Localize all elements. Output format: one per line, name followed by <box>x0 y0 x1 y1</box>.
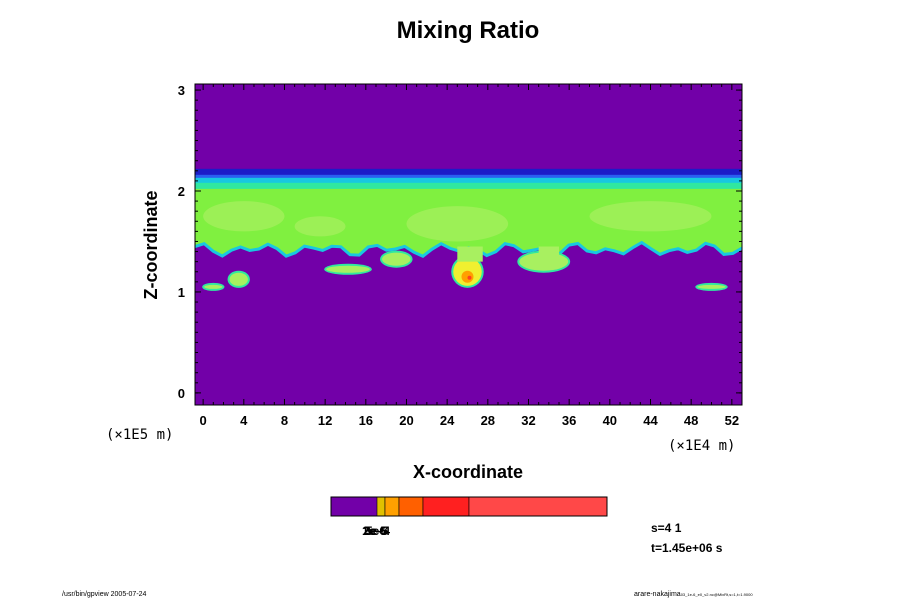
x-tick-label: 0 <box>200 413 207 428</box>
x-tick-label: 36 <box>562 413 576 428</box>
colorbar-frame <box>330 496 608 517</box>
y-tick-label: 0 <box>178 386 185 401</box>
colorbar-labels: 1e-62e-53e-55e-4 <box>362 524 390 538</box>
field-blob <box>229 272 248 286</box>
colorbar-label: 1e-6 <box>362 524 386 538</box>
colorbar <box>330 496 608 517</box>
colorbar-label: 5e-4 <box>366 524 390 538</box>
x-tick-label: 44 <box>643 413 658 428</box>
mixing-ratio-field <box>195 168 742 291</box>
layer-top-dark <box>195 168 742 177</box>
colorbar-swatch <box>384 496 400 517</box>
colorbar-swatch <box>468 496 608 517</box>
y-axis-unit: (×1E5 m) <box>106 427 173 443</box>
chart-title: Mixing Ratio <box>397 17 540 44</box>
plume-stem <box>538 246 559 259</box>
plot-frame <box>194 83 743 406</box>
info-t: t=1.45e+06 s <box>651 541 723 555</box>
x-tick-label: 4 <box>240 413 248 428</box>
colorbar-swatch <box>376 496 386 517</box>
colorbar-label: 2e-5 <box>363 524 387 538</box>
footer-left: /usr/bin/gpview 2005-07-24 <box>62 591 147 598</box>
x-axis-unit: (×1E4 m) <box>668 438 735 454</box>
x-tick-label: 8 <box>281 413 288 428</box>
colorbar-swatch <box>331 497 377 516</box>
footer-right-small: 03_1e-6_e0_v2.nc@MixRt,s=1,t=1.9000 <box>681 592 754 597</box>
field-blob <box>697 284 726 289</box>
field-blob <box>326 265 370 273</box>
layer-patch <box>589 201 712 232</box>
footer-right-main: arare-nakajima <box>634 591 681 598</box>
y-axis-label: Z-coordinate <box>141 190 161 299</box>
x-tick-label: 24 <box>440 413 455 428</box>
x-tick-label: 20 <box>399 413 413 428</box>
field-blob <box>204 284 223 289</box>
layer-top-teal <box>195 182 742 191</box>
plume-stem <box>457 246 483 262</box>
y-tick-label: 1 <box>178 285 185 300</box>
layer-patch <box>294 216 346 237</box>
layer-top-blue <box>195 174 742 179</box>
y-tick-label: 3 <box>178 83 185 98</box>
colorbar-label: 3e-5 <box>364 524 388 538</box>
footer-right: arare-nakajima03_1e-6_e0_v2.nc@MixRt,s=1… <box>634 591 753 598</box>
plume-core-red <box>467 275 472 280</box>
plume-core <box>461 270 474 283</box>
x-tick-label: 12 <box>318 413 332 428</box>
colorbar-swatch <box>398 496 424 517</box>
layer-patch <box>203 201 285 232</box>
x-tick-label: 28 <box>481 413 495 428</box>
x-tick-label: 16 <box>359 413 373 428</box>
layer-patch <box>406 206 509 242</box>
x-tick-label: 52 <box>725 413 739 428</box>
y-tick-label: 2 <box>178 184 185 199</box>
info-s: s=4 1 <box>651 521 682 535</box>
field-blob <box>382 252 411 266</box>
x-tick-label: 32 <box>521 413 535 428</box>
x-tick-label: 48 <box>684 413 698 428</box>
layer-top-cyan <box>195 177 742 184</box>
x-tick-label: 40 <box>603 413 617 428</box>
x-axis-label: X-coordinate <box>413 462 523 482</box>
colorbar-swatch <box>422 496 470 517</box>
